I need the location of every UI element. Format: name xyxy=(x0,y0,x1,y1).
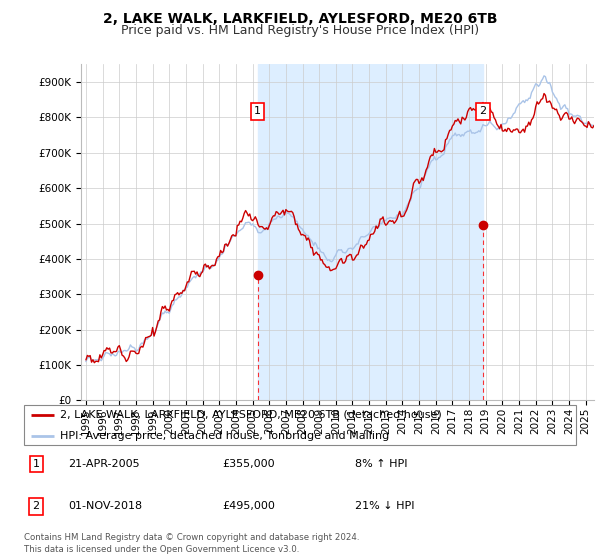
Text: 1: 1 xyxy=(32,459,40,469)
Text: 21-APR-2005: 21-APR-2005 xyxy=(68,459,140,469)
Text: 8% ↑ HPI: 8% ↑ HPI xyxy=(355,459,408,469)
Bar xyxy=(257,64,483,400)
Text: Contains HM Land Registry data © Crown copyright and database right 2024.
This d: Contains HM Land Registry data © Crown c… xyxy=(24,533,359,554)
Text: 21% ↓ HPI: 21% ↓ HPI xyxy=(355,501,415,511)
Text: 2, LAKE WALK, LARKFIELD, AYLESFORD, ME20 6TB (detached house): 2, LAKE WALK, LARKFIELD, AYLESFORD, ME20… xyxy=(60,410,442,420)
Text: HPI: Average price, detached house, Tonbridge and Malling: HPI: Average price, detached house, Tonb… xyxy=(60,431,389,441)
Text: 2: 2 xyxy=(32,501,40,511)
Text: 2, LAKE WALK, LARKFIELD, AYLESFORD, ME20 6TB: 2, LAKE WALK, LARKFIELD, AYLESFORD, ME20… xyxy=(103,12,497,26)
Text: 01-NOV-2018: 01-NOV-2018 xyxy=(68,501,142,511)
Text: Price paid vs. HM Land Registry's House Price Index (HPI): Price paid vs. HM Land Registry's House … xyxy=(121,24,479,36)
Text: £495,000: £495,000 xyxy=(223,501,275,511)
Text: 2: 2 xyxy=(479,106,487,116)
Text: £355,000: £355,000 xyxy=(223,459,275,469)
Text: 1: 1 xyxy=(254,106,261,116)
